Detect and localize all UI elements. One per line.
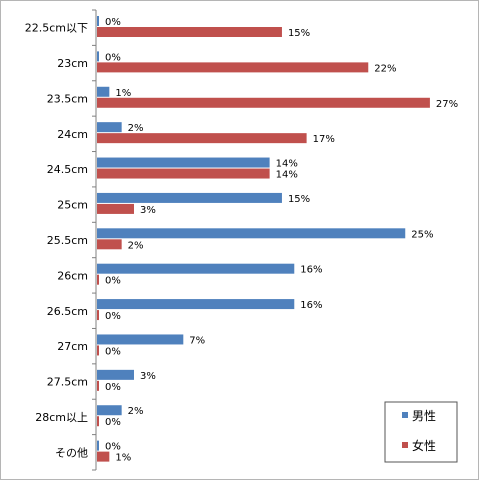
data-label-female: 0% (105, 382, 121, 393)
legend-swatch-male (402, 412, 408, 418)
data-label-male: 0% (105, 52, 121, 63)
category-label: 23cm (57, 57, 88, 70)
bar-male (97, 122, 122, 133)
data-label-female: 2% (128, 240, 144, 251)
legend-label-female: 女性 (412, 438, 436, 453)
bar-female (97, 274, 99, 285)
legend-label-male: 男性 (412, 409, 436, 423)
bar-female (97, 62, 369, 73)
category-label: 22.5cm以下 (25, 22, 88, 35)
category-label: 26cm (57, 269, 88, 282)
labels-layer: 22.5cm以下 0% 15% 23cm 0% 22% 23.5cm 1% 27% 24cm 2% 1… (25, 17, 458, 464)
bar-male (97, 16, 99, 26)
bar-female (97, 416, 99, 427)
category-label: 23.5cm (47, 92, 88, 105)
bar-female (97, 239, 122, 250)
data-label-male: 15% (288, 194, 310, 205)
data-label-female: 3% (140, 205, 156, 216)
bar-male (97, 440, 99, 451)
bar-female (97, 380, 99, 391)
bar-female (97, 133, 307, 144)
data-label-male: 0% (105, 17, 121, 28)
category-label: 24.5cm (47, 163, 88, 176)
data-label-male: 7% (189, 335, 205, 346)
bar-female (97, 27, 282, 37)
data-label-male: 16% (300, 300, 322, 311)
bar-male (97, 192, 282, 203)
bar-female (97, 451, 110, 462)
bar-male (97, 263, 295, 274)
data-label-female: 27% (436, 99, 458, 110)
legend-swatch-female (402, 442, 408, 448)
data-label-male: 3% (140, 371, 156, 382)
legend-box (384, 401, 458, 463)
category-label: 25.5cm (47, 234, 88, 247)
bars-layer (97, 16, 430, 462)
legend: 男性 女性 (384, 401, 458, 463)
bar-male (97, 86, 110, 97)
data-label-male: 1% (115, 88, 131, 99)
category-label: 26.5cm (47, 305, 88, 318)
bar-male (97, 157, 270, 168)
data-label-female: 0% (105, 346, 121, 357)
bar-female (97, 97, 430, 108)
bar-female (97, 345, 99, 356)
data-label-female: 0% (105, 311, 121, 322)
bar-male (97, 334, 184, 345)
data-label-female: 0% (105, 276, 121, 287)
data-label-female: 14% (276, 170, 298, 181)
data-label-female: 15% (288, 28, 310, 39)
data-label-male: 2% (128, 406, 144, 417)
data-label-male: 25% (411, 229, 433, 240)
data-label-female: 0% (105, 417, 121, 428)
bar-male (97, 51, 99, 62)
category-label: その他 (55, 446, 88, 459)
data-label-male: 2% (128, 123, 144, 134)
bar-female (97, 203, 134, 214)
axis-layer (92, 9, 97, 471)
bar-female (97, 168, 270, 179)
bar-male (97, 405, 122, 416)
data-label-female: 17% (313, 134, 335, 145)
category-label: 27.5cm (47, 376, 88, 389)
data-label-male: 0% (105, 442, 121, 453)
bar-male (97, 228, 406, 239)
bar-male (97, 369, 134, 380)
category-label: 28cm以上 (35, 411, 88, 424)
bar-female (97, 310, 99, 321)
data-label-male: 16% (300, 265, 322, 276)
category-label: 27cm (57, 340, 88, 353)
data-label-female: 1% (115, 453, 131, 464)
data-label-female: 22% (374, 63, 396, 74)
category-label: 24cm (57, 128, 88, 141)
category-label: 25cm (57, 199, 88, 212)
bar-male (97, 299, 295, 310)
data-label-male: 14% (276, 159, 298, 170)
